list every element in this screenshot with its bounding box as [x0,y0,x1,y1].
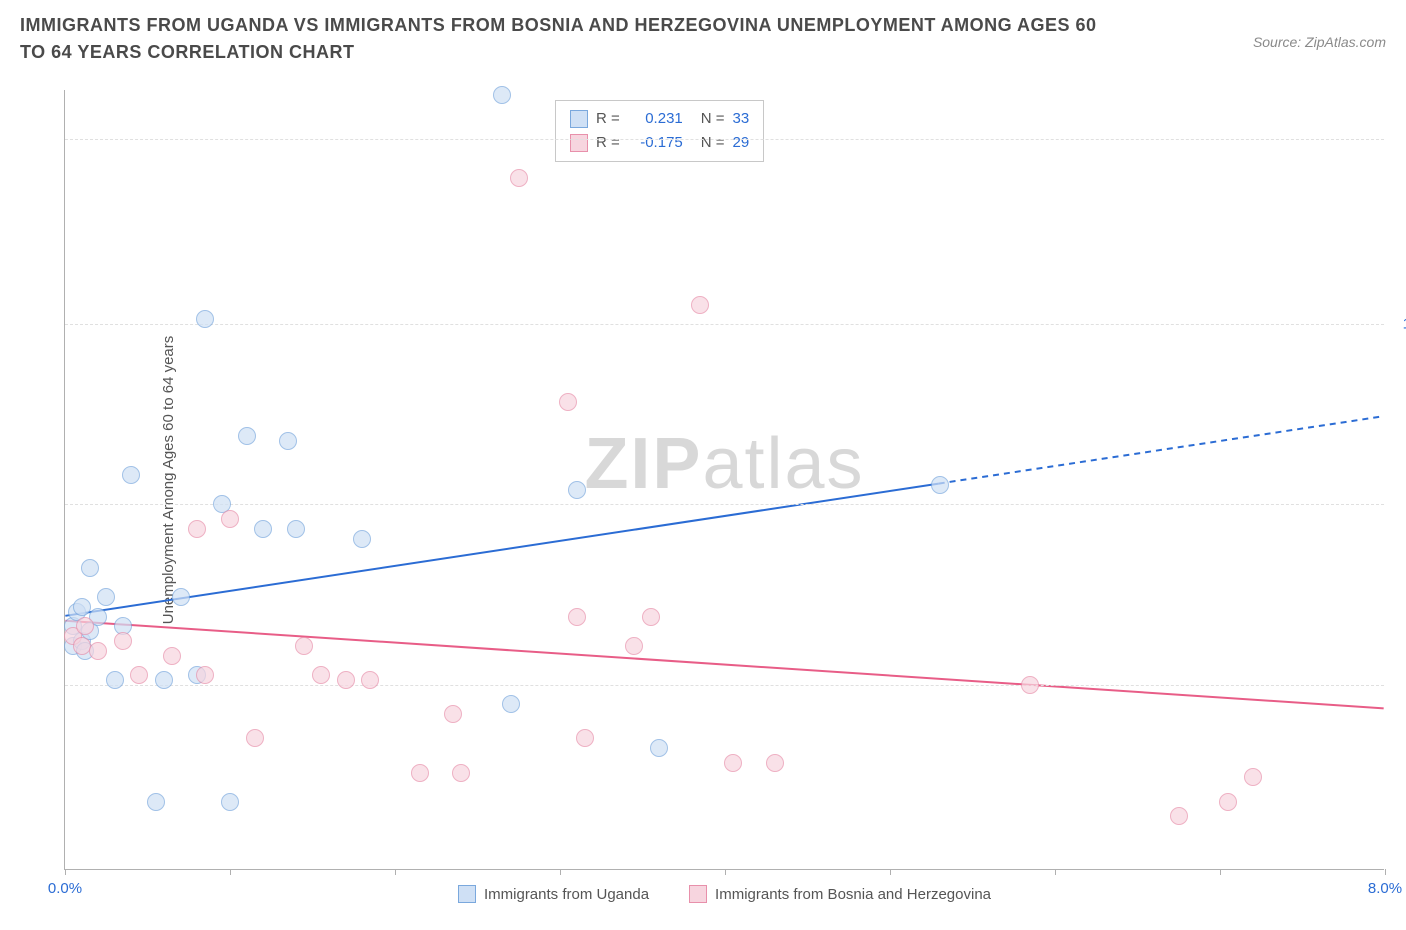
gridline [65,504,1384,505]
n-value: 33 [733,107,750,131]
x-tick [1385,869,1386,875]
data-point [353,530,371,548]
x-tick [1055,869,1056,875]
watermark-bold: ZIP [584,424,702,504]
data-point [196,666,214,684]
data-point [452,764,470,782]
x-tick [725,869,726,875]
data-point [724,754,742,772]
data-point [122,466,140,484]
n-label: N = [701,107,725,131]
source-label: Source: ZipAtlas.com [1253,34,1386,50]
data-point [155,671,173,689]
legend-swatch [689,885,707,903]
data-point [238,427,256,445]
data-point [502,695,520,713]
trend-lines [65,90,1384,869]
plot-area: ZIPatlas R =0.231N =33R =-0.175N =29 Imm… [64,90,1384,870]
x-tick [1220,869,1221,875]
data-point [559,393,577,411]
data-point [163,647,181,665]
data-point [73,637,91,655]
data-point [691,296,709,314]
data-point [1244,768,1262,786]
data-point [493,86,511,104]
legend-series-item: Immigrants from Uganda [458,885,649,903]
data-point [279,432,297,450]
chart-area: Unemployment Among Ages 60 to 64 years Z… [64,90,1384,870]
data-point [444,705,462,723]
data-point [411,764,429,782]
data-point [196,310,214,328]
chart-title: IMMIGRANTS FROM UGANDA VS IMMIGRANTS FRO… [20,12,1120,66]
legend-swatch [458,885,476,903]
data-point [114,632,132,650]
y-tick-label: 7.5% [1389,496,1406,513]
legend-series-item: Immigrants from Bosnia and Herzegovina [689,885,991,903]
data-point [221,510,239,528]
data-point [568,481,586,499]
x-tick-label: 0.0% [48,880,82,897]
data-point [1021,676,1039,694]
data-point [147,793,165,811]
data-point [1170,807,1188,825]
y-tick-label: 3.8% [1389,676,1406,693]
data-point [287,520,305,538]
trend-line [65,621,1383,709]
data-point [576,729,594,747]
data-point [312,666,330,684]
legend-series-label: Immigrants from Bosnia and Herzegovina [715,886,991,903]
r-label: R = [596,107,620,131]
legend-swatch [570,110,588,128]
legend-series-label: Immigrants from Uganda [484,886,649,903]
chart-header: IMMIGRANTS FROM UGANDA VS IMMIGRANTS FRO… [0,0,1406,74]
data-point [130,666,148,684]
data-point [295,637,313,655]
x-tick-label: 8.0% [1368,880,1402,897]
data-point [188,520,206,538]
data-point [81,559,99,577]
legend-correlation: R = 0.231 N = 33 R = -0.175 N = 29 [555,100,764,162]
y-tick-label: 11.2% [1389,316,1406,333]
watermark-light: atlas [702,424,864,504]
x-tick [560,869,561,875]
data-point [766,754,784,772]
data-point [625,637,643,655]
trend-line-dashed [939,416,1384,483]
legend-correlation-row: R = -0.175 N = 29 [570,131,749,155]
data-point [89,642,107,660]
legend-correlation-row: R = 0.231 N = 33 [570,107,749,131]
legend-series: Immigrants from Uganda Immigrants from Bo… [65,885,1384,903]
x-tick [395,869,396,875]
data-point [246,729,264,747]
data-point [76,617,94,635]
data-point [221,793,239,811]
gridline [65,685,1384,686]
data-point [106,671,124,689]
x-tick [65,869,66,875]
data-point [337,671,355,689]
r-value: 0.231 [628,107,683,131]
n-value: 29 [733,131,750,155]
data-point [361,671,379,689]
watermark: ZIPatlas [584,423,864,505]
data-point [1219,793,1237,811]
data-point [931,476,949,494]
r-value: -0.175 [628,131,683,155]
x-tick [890,869,891,875]
data-point [97,588,115,606]
r-label: R = [596,131,620,155]
legend-swatch [570,134,588,152]
data-point [172,588,190,606]
data-point [254,520,272,538]
n-label: N = [701,131,725,155]
x-tick [230,869,231,875]
data-point [73,598,91,616]
gridline [65,139,1384,140]
data-point [568,608,586,626]
data-point [510,169,528,187]
data-point [642,608,660,626]
data-point [650,739,668,757]
gridline [65,324,1384,325]
